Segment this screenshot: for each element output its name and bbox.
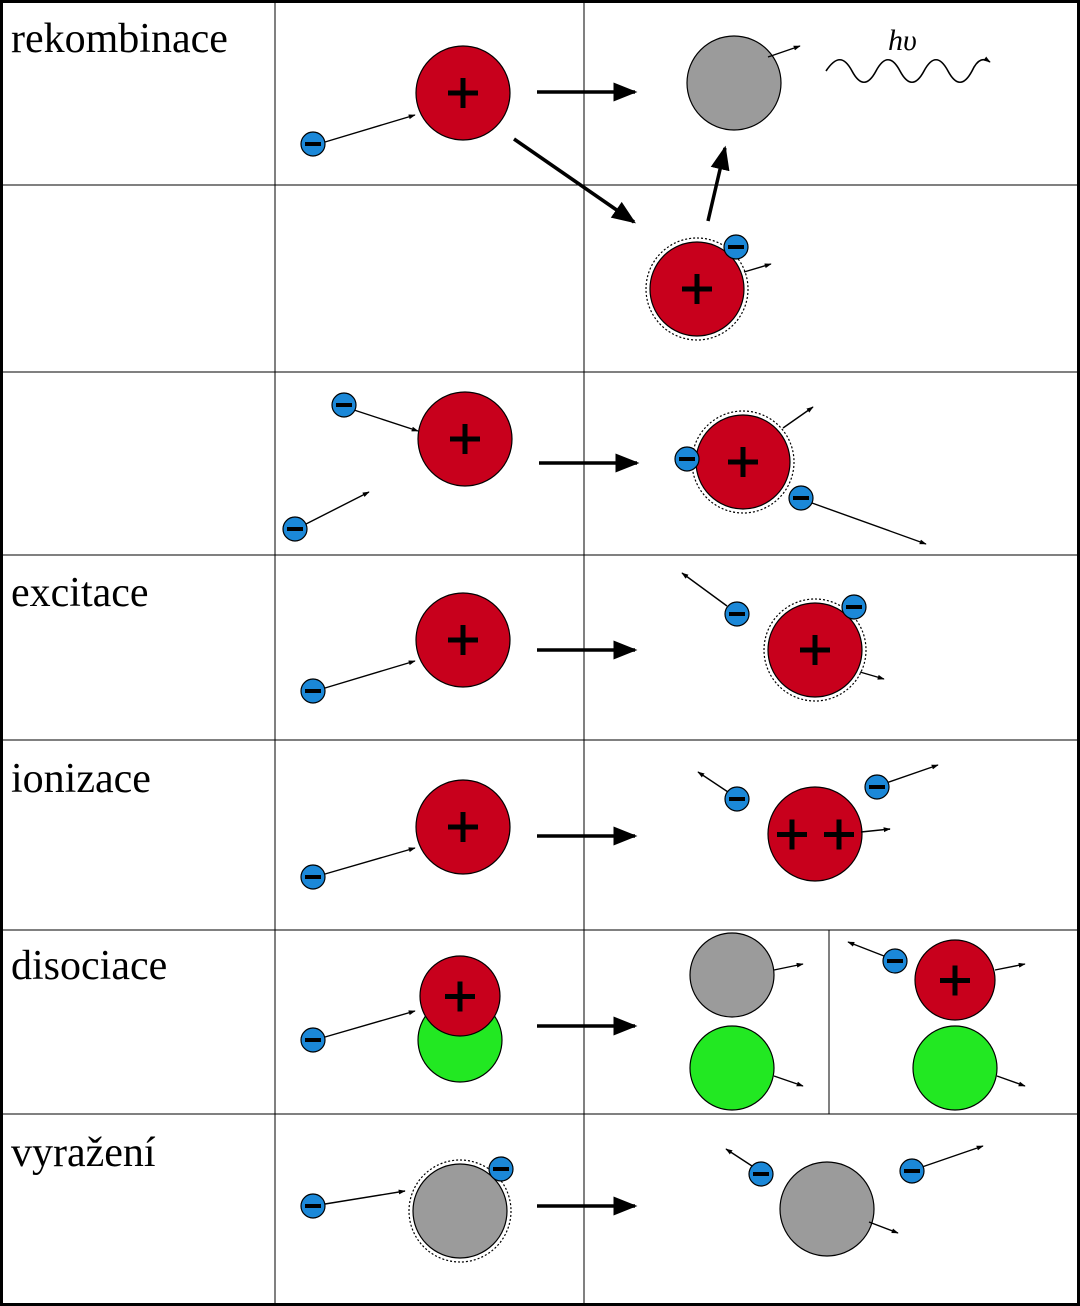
row-ionizace	[300, 764, 939, 890]
row-rekombinace-intermediate	[645, 145, 772, 341]
label-ionizace: ionizace	[11, 756, 151, 802]
neutral-fragment	[689, 932, 775, 1018]
row-three-body	[282, 391, 927, 545]
label-excitace: excitace	[11, 570, 149, 616]
double-ion	[767, 786, 863, 882]
neutral-atom	[686, 35, 782, 131]
row-vyrazeni	[300, 1145, 984, 1263]
process-arrow-diagonal	[513, 137, 636, 224]
row-excitace	[300, 572, 885, 704]
row-disociace	[300, 932, 1026, 1111]
label-disociace: disociace	[11, 943, 168, 989]
row-rekombinace	[300, 35, 991, 224]
label-vyrazeni: vyražení	[11, 1130, 156, 1176]
fragment	[689, 1025, 775, 1111]
excited-shell	[645, 237, 749, 341]
photon-wave	[825, 56, 991, 84]
photon-label: hυ	[888, 24, 917, 57]
label-rekombinace: rekombinace	[11, 16, 228, 62]
minus-icon	[305, 142, 321, 146]
neutral-atom	[412, 1163, 508, 1259]
process-arrow-up	[706, 145, 730, 222]
arrow	[324, 114, 416, 143]
fragment	[912, 1025, 998, 1111]
neutral-atom	[779, 1161, 875, 1257]
